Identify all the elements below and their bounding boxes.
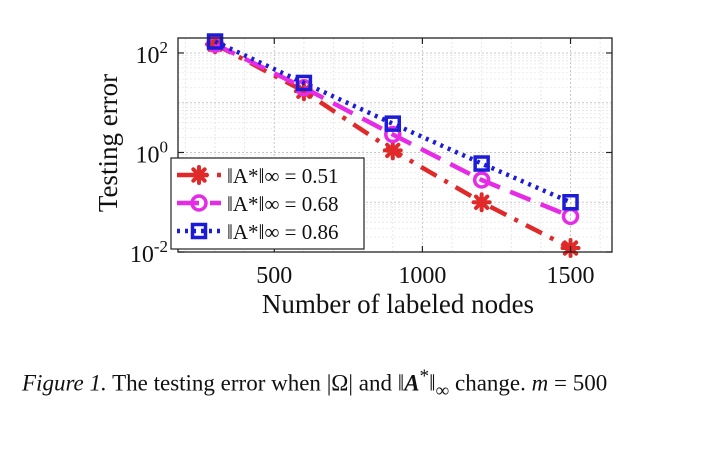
legend: ‖A*‖∞ = 0.51 ‖A*‖∞ = 0.68 ‖A*‖∞ = 0.86	[170, 157, 365, 250]
caption-text-2: and	[353, 370, 398, 396]
series-layer	[205, 33, 581, 259]
figure-caption: Figure 1. The testing error when |Ω| and…	[22, 362, 712, 406]
legend-label-2: ‖A*‖∞ = 0.68	[227, 192, 339, 216]
caption-norm-sup: *	[419, 366, 430, 387]
series-line-3	[214, 39, 572, 205]
data-point-3	[384, 115, 402, 132]
legend-marker-2	[190, 194, 208, 212]
caption-omega: |Ω|	[326, 370, 353, 396]
legend-marker-1	[191, 167, 207, 183]
legend-entry-2: ‖A*‖∞ = 0.68	[177, 192, 339, 216]
legend-entry-1: ‖A*‖∞ = 0.51	[177, 164, 339, 188]
caption-norm-open: ‖	[397, 370, 405, 396]
caption-norm-var: A	[404, 370, 420, 396]
caption-text-4: = 500	[548, 370, 608, 396]
x-tick-label: 1500	[547, 263, 595, 289]
legend-entry-3: ‖A*‖∞ = 0.86	[177, 220, 339, 244]
x-tick-label: 1000	[398, 263, 446, 289]
data-point-3	[562, 193, 579, 211]
legend-marker-3	[190, 222, 208, 240]
series-line-2	[214, 42, 572, 219]
caption-text-3: change.	[449, 370, 532, 396]
data-point-3	[206, 33, 224, 50]
x-tick-label: 500	[256, 263, 292, 289]
series-3	[206, 33, 579, 211]
legend-label-1: ‖A*‖∞ = 0.51	[227, 164, 339, 188]
figure-label: Figure 1.	[22, 370, 107, 396]
legend-label-3: ‖A*‖∞ = 0.86	[227, 220, 339, 244]
caption-text-1: The testing error when	[106, 370, 327, 396]
caption-norm-close: ‖	[429, 370, 436, 396]
x-axis-label: Number of labeled nodes	[262, 289, 534, 319]
plot-frame	[177, 37, 613, 253]
data-point-2	[384, 125, 402, 144]
y-tick-label: 10-2	[130, 237, 168, 268]
data-point-2	[472, 171, 491, 189]
y-tick-label: 100	[136, 137, 169, 168]
data-point-3	[295, 74, 313, 92]
axis-ticks	[178, 38, 612, 253]
y-tick-label: 102	[136, 38, 169, 69]
data-point-1	[385, 142, 401, 159]
tick-labels: 500 1000 1500 10-2 100 102	[130, 38, 595, 289]
caption-m-var: m	[531, 370, 549, 396]
caption-norm-sub: ∞	[435, 380, 450, 402]
data-point-3	[473, 155, 490, 172]
data-point-1	[473, 194, 490, 210]
y-axis-label: Testing error	[93, 74, 123, 212]
